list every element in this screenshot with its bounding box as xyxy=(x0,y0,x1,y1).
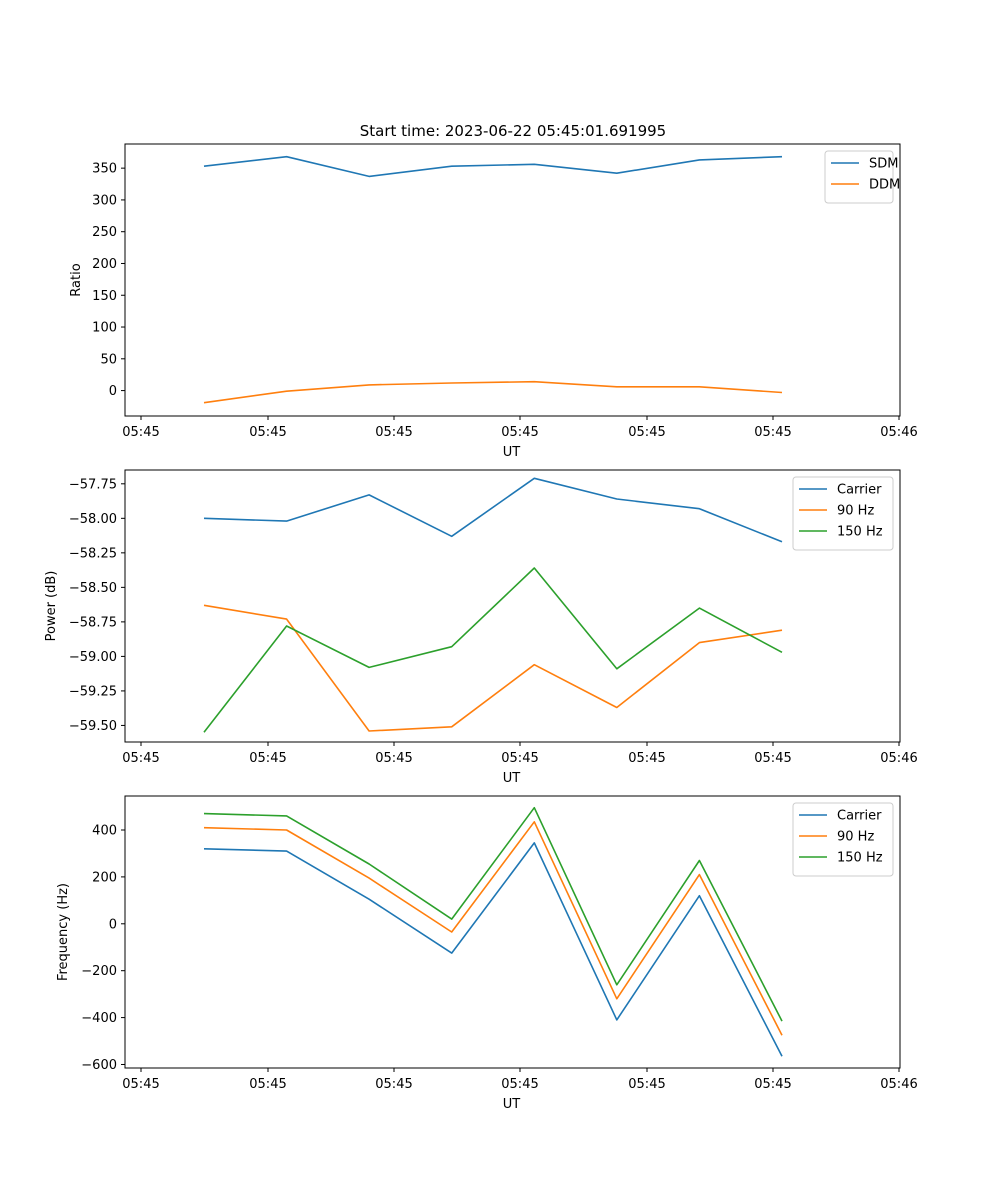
y-tick-label: −58.75 xyxy=(69,615,117,630)
series-line-90-hz xyxy=(203,820,783,1036)
series-line-ddm xyxy=(203,380,783,404)
x-tick-label: 05:46 xyxy=(880,1077,917,1092)
legend: Carrier 90 Hz 150 Hz xyxy=(792,476,894,551)
y-axis-label: Frequency (Hz) xyxy=(56,883,71,981)
x-axis-label: UT xyxy=(503,1097,521,1112)
x-tick-label: 05:45 xyxy=(249,425,286,440)
legend: Carrier 90 Hz 150 Hz xyxy=(792,802,894,877)
x-tick-label: 05:46 xyxy=(880,425,917,440)
plot-frame xyxy=(124,143,901,417)
legend-box xyxy=(824,150,894,204)
subplot-2: 05:45 05:45 05:45 05:45 05:45 05:45 05:46 −59.5… xyxy=(44,469,918,786)
x-tick-label: 05:45 xyxy=(501,751,538,766)
x-tick-label: 05:45 xyxy=(628,1077,665,1092)
x-tick-label: 05:46 xyxy=(880,751,917,766)
legend-entry: 90 Hz xyxy=(837,504,874,519)
y-tick-label: −400 xyxy=(81,1011,117,1026)
y-tick-label: 200 xyxy=(92,257,117,272)
x-tick-label: 05:45 xyxy=(122,1077,159,1092)
x-tick-label: 05:45 xyxy=(754,751,791,766)
y-tick-label: −600 xyxy=(81,1058,117,1073)
y-axis-label: Power (dB) xyxy=(44,571,59,642)
y-tick-label: 0 xyxy=(109,384,117,399)
y-tick-label: 300 xyxy=(92,193,117,208)
x-axis-label: UT xyxy=(503,771,521,786)
subplot-3: 05:45 05:45 05:45 05:45 05:45 05:45 05:46 −600 −… xyxy=(56,795,918,1112)
x-tick-label: 05:45 xyxy=(754,425,791,440)
x-tick-label: 05:45 xyxy=(122,751,159,766)
x-tick-label: 05:45 xyxy=(249,751,286,766)
plots: 05:45 05:45 05:45 05:45 05:45 05:45 05:46 0 50 10… xyxy=(44,143,918,1112)
x-tick-label: 05:45 xyxy=(754,1077,791,1092)
x-tick-label: 05:45 xyxy=(375,425,412,440)
figure-title: Start time: 2023-06-22 05:45:01.691995 xyxy=(360,122,666,140)
legend-entry: DDM xyxy=(869,178,900,193)
y-tick-label: −58.00 xyxy=(69,512,117,527)
plot-frame xyxy=(124,469,901,743)
x-axis-label: UT xyxy=(503,445,521,460)
y-tick-label: 250 xyxy=(92,225,117,240)
y-tick-label: 200 xyxy=(92,870,117,885)
legend-entry: SDM xyxy=(869,157,898,172)
x-tick-label: 05:45 xyxy=(375,751,412,766)
series-line-90-hz xyxy=(203,604,783,732)
series-line-carrier xyxy=(203,842,783,1057)
legend-entry: 150 Hz xyxy=(837,525,883,540)
y-tick-label: 350 xyxy=(92,162,117,177)
x-tick-label: 05:45 xyxy=(375,1077,412,1092)
y-tick-label: 100 xyxy=(92,321,117,336)
y-tick-label: 150 xyxy=(92,289,117,304)
legend-entry: 150 Hz xyxy=(837,851,883,866)
y-tick-label: −57.75 xyxy=(69,477,117,492)
legend-entry: Carrier xyxy=(837,483,882,498)
series-line-carrier xyxy=(203,477,783,543)
y-tick-label: −58.25 xyxy=(69,546,117,561)
x-tick-label: 05:45 xyxy=(501,1077,538,1092)
y-tick-label: −59.00 xyxy=(69,650,117,665)
x-tick-label: 05:45 xyxy=(628,751,665,766)
y-axis-label: Ratio xyxy=(69,263,84,296)
legend-entry: Carrier xyxy=(837,809,882,824)
y-tick-label: −58.50 xyxy=(69,581,117,596)
y-tick-label: −59.50 xyxy=(69,719,117,734)
series-line-150-hz xyxy=(203,567,783,733)
x-tick-label: 05:45 xyxy=(122,425,159,440)
y-tick-label: 50 xyxy=(100,352,117,367)
x-tick-label: 05:45 xyxy=(249,1077,286,1092)
plot-frame xyxy=(124,795,901,1069)
series-line-sdm xyxy=(203,155,783,178)
legend-entry: 90 Hz xyxy=(837,830,874,845)
x-tick-label: 05:45 xyxy=(628,425,665,440)
y-tick-label: 400 xyxy=(92,824,117,839)
y-tick-label: 0 xyxy=(109,917,117,932)
series-line-150-hz xyxy=(203,806,783,1022)
legend: SDM DDM xyxy=(824,150,900,204)
x-tick-label: 05:45 xyxy=(501,425,538,440)
y-tick-label: −200 xyxy=(81,964,117,979)
subplot-1: 05:45 05:45 05:45 05:45 05:45 05:45 05:46 0 50 10… xyxy=(69,143,918,460)
y-tick-label: −59.25 xyxy=(69,684,117,699)
